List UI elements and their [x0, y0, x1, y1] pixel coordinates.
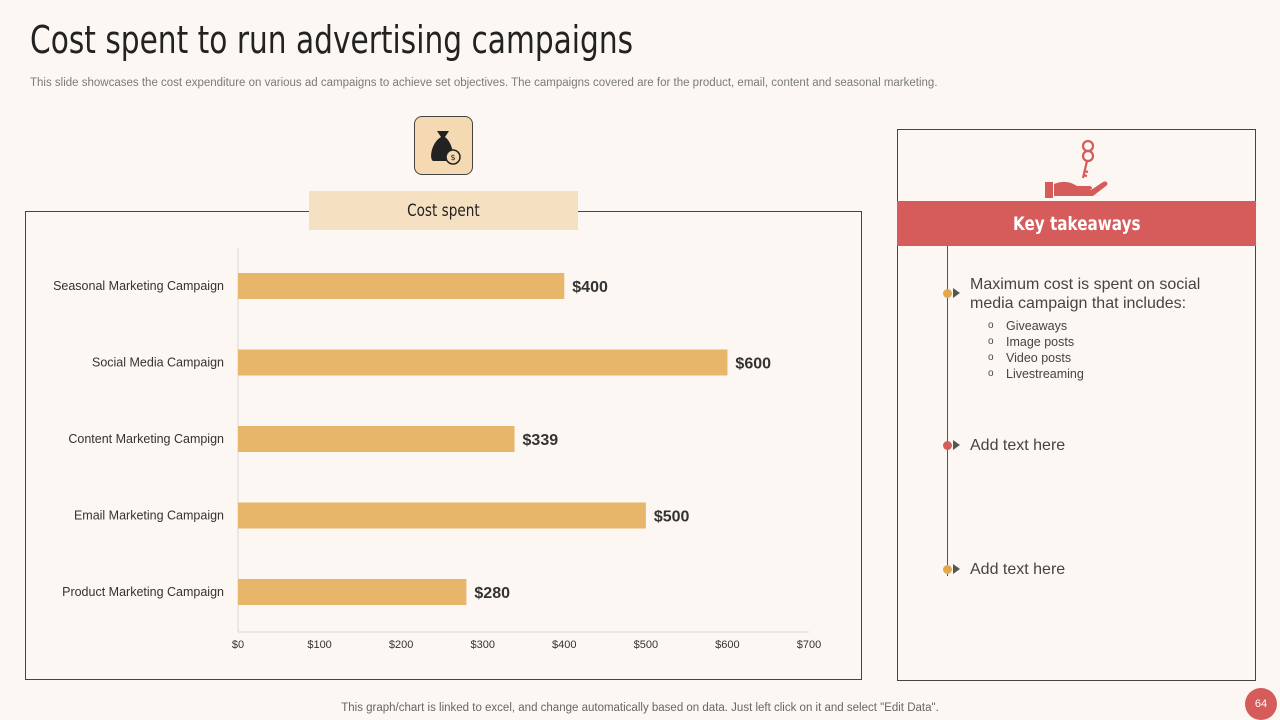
x-tick-label: $200	[389, 639, 413, 651]
x-tick-label: $100	[307, 639, 331, 651]
takeaway-bullets: o Giveaways o Image posts o Video posts o Li…	[988, 318, 1084, 382]
page-subtitle: This slide showcases the cost expenditur…	[30, 77, 938, 89]
category-label: Email Marketing Campaign	[74, 509, 224, 523]
timeline-dot	[943, 441, 952, 450]
x-tick-label: $400	[552, 639, 576, 651]
footer-note: This graph/chart is linked to excel, and…	[341, 702, 939, 714]
takeaway-item-3: Add text here	[970, 561, 1066, 578]
data-label: $339	[523, 432, 559, 449]
timeline-arrow	[953, 288, 960, 298]
list-item: o Image posts	[988, 335, 1075, 349]
category-label: Social Media Campaign	[92, 356, 224, 370]
data-label: $600	[735, 356, 771, 373]
list-item: o Giveaways	[988, 319, 1068, 333]
category-label: Content Marketing Campign	[68, 432, 224, 446]
x-tick-label: $700	[797, 639, 821, 651]
svg-text:$: $	[450, 153, 455, 162]
list-item: o Livestreaming	[988, 367, 1084, 381]
takeaway-item-1: Maximum cost is spent on social media ca…	[970, 276, 1201, 312]
x-tick-label: $300	[470, 639, 494, 651]
category-label: Product Marketing Campaign	[62, 585, 224, 599]
bar	[238, 579, 467, 605]
timeline-arrow	[953, 564, 960, 574]
bar	[238, 502, 646, 529]
timeline-arrow	[953, 440, 960, 450]
timeline-dot	[943, 289, 952, 298]
money-bag-icon-box: $	[414, 116, 473, 175]
hand-key-icon	[1045, 139, 1108, 198]
data-label: $500	[654, 509, 690, 526]
page-number: 64	[1245, 688, 1277, 720]
category-label: Seasonal Marketing Campaign	[53, 279, 224, 293]
list-item: o Video posts	[988, 351, 1072, 365]
chart-title: Cost spent	[407, 200, 480, 221]
bar	[238, 426, 515, 452]
data-label: $400	[572, 279, 608, 296]
money-bag-icon: $	[431, 131, 461, 165]
bar	[238, 349, 728, 376]
timeline-dot	[943, 565, 952, 574]
takeaway-item-2: Add text here	[970, 437, 1066, 454]
data-label: $280	[474, 585, 510, 602]
timeline-line	[947, 246, 948, 576]
x-tick-label: $500	[634, 639, 658, 651]
key-takeaways-header: Key takeaways	[897, 201, 1256, 246]
x-tick-label: $600	[715, 639, 739, 651]
x-tick-label: $0	[232, 639, 244, 651]
page-title: Cost spent to run advertising campaigns	[30, 18, 634, 62]
key-takeaways-heading: Key takeaways	[1012, 212, 1141, 235]
bar	[238, 273, 565, 299]
chart-title-tab: Cost spent	[309, 191, 578, 230]
